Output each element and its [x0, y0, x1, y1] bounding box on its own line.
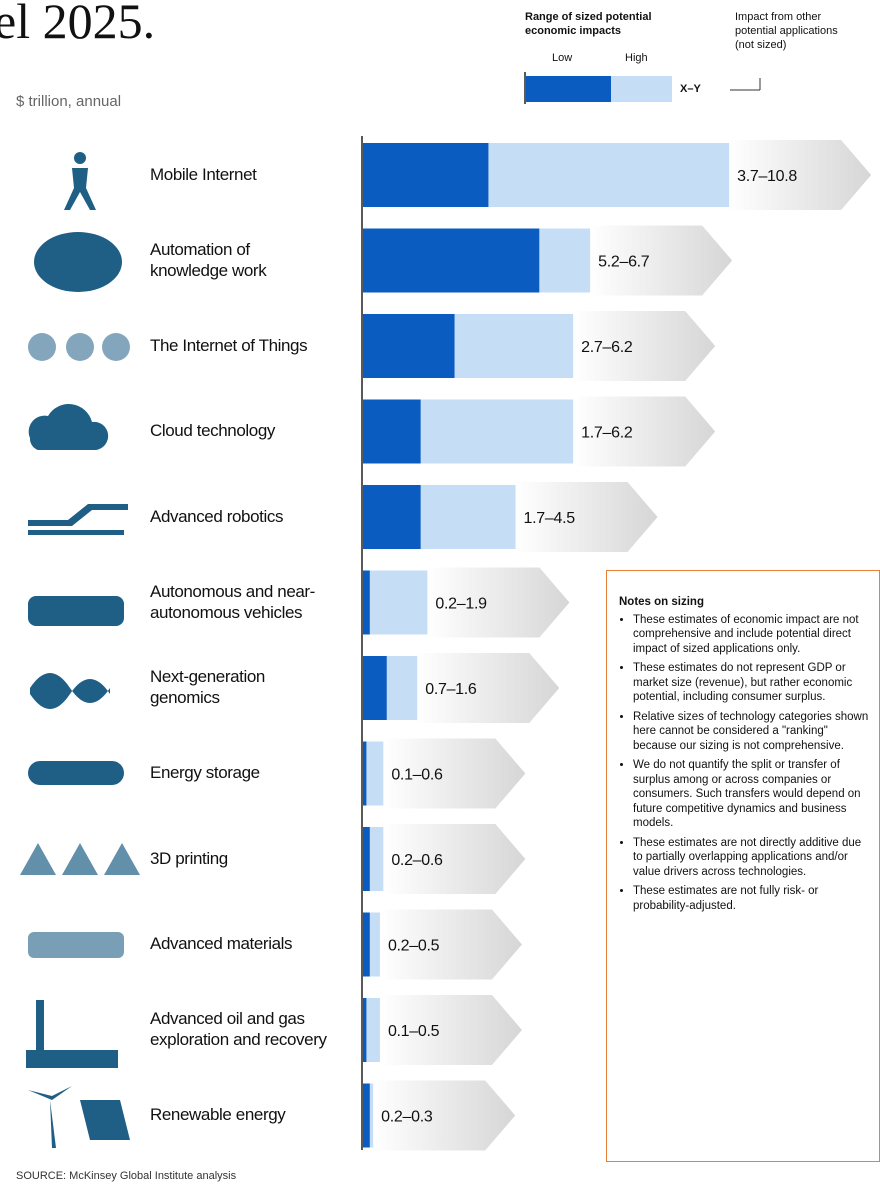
category-label: Cloud technology [150, 421, 275, 440]
value-label: 0.1–0.5 [388, 1023, 440, 1040]
category-label: Advanced materials [150, 934, 293, 953]
bar-high [363, 741, 384, 806]
category-label: The Internet of Things [150, 335, 308, 355]
value-label: 0.1–0.6 [391, 767, 443, 784]
category-label: Renewable energy [150, 1105, 286, 1124]
note-item: These estimates are not fully risk- or p… [633, 884, 871, 913]
notes-box: Notes on sizing These estimates of econo… [606, 570, 880, 1162]
note-item: We do not quantify the split or transfer… [633, 758, 871, 831]
icon [26, 1000, 118, 1068]
bar-high [363, 570, 428, 635]
value-label: 2.7–6.2 [581, 339, 633, 356]
arrow [379, 995, 522, 1065]
notes-title: Notes on sizing [619, 596, 704, 608]
page-title: el 2025. [0, 0, 156, 49]
arrow [590, 225, 733, 296]
icons [20, 152, 140, 1148]
bar-low [363, 656, 387, 720]
value-label: 0.2–0.6 [391, 852, 443, 869]
bar-low [363, 228, 540, 293]
value-label: 0.7–1.6 [425, 681, 477, 698]
arrow [573, 311, 716, 381]
notes-list: These estimates of economic impact are n… [619, 613, 871, 914]
legend-note: Impact from other potential applications… [735, 11, 838, 51]
icon [20, 843, 140, 875]
category-label: 3D printing [150, 848, 228, 868]
category-label: Energy storage [150, 763, 260, 782]
chart-subtitle: $ trillion, annual [16, 93, 122, 110]
bar-low [363, 827, 370, 891]
bar-low [363, 741, 367, 806]
legend-title: Range of sized potential economic impact… [525, 11, 652, 37]
legend-entry: Low [552, 52, 573, 64]
value-label: 0.2–0.3 [381, 1109, 433, 1126]
legend-entry: High [625, 52, 648, 64]
bar-low [363, 143, 489, 207]
category-label: Autonomous and near- autonomous vehicles [150, 581, 315, 622]
note-item: These estimates do not represent GDP or … [633, 661, 871, 705]
category-label: Advanced oil and gas exploration and rec… [150, 1009, 327, 1049]
arrow [383, 824, 526, 894]
category-label: Advanced robotics [150, 506, 284, 526]
value-label: 5.2–6.7 [598, 254, 650, 271]
icon [64, 168, 96, 210]
arrow [373, 1080, 516, 1151]
value-label: 1.7–6.2 [581, 425, 633, 442]
icon [28, 404, 109, 450]
arrow [417, 653, 560, 723]
icon [34, 232, 122, 292]
bar-low [363, 912, 370, 977]
legend-range-label: X–Y [680, 83, 701, 95]
value-label: 3.7–10.8 [737, 168, 797, 185]
note-item: These estimates of economic impact are n… [633, 613, 871, 657]
icon [28, 932, 124, 958]
legend-swatch [611, 76, 672, 102]
note-item: Relative sizes of technology categories … [633, 710, 871, 754]
value-label: 1.7–4.5 [524, 510, 576, 527]
icon [28, 333, 130, 361]
value-label: 0.2–1.9 [435, 596, 487, 613]
bar-low [363, 399, 421, 464]
arrow [383, 738, 526, 809]
category-label: Automation of knowledge work [150, 239, 267, 280]
category-label: Mobile Internet [150, 164, 257, 184]
icon [28, 761, 124, 785]
arrow [573, 396, 716, 467]
bar-low [363, 570, 370, 635]
arrow [379, 909, 522, 980]
icon [28, 1086, 130, 1148]
bar-high [363, 998, 380, 1062]
source: SOURCE: McKinsey Global Institute analys… [16, 1170, 237, 1182]
icon [28, 596, 124, 626]
icon [28, 504, 128, 535]
note-item: These estimates are not directly additiv… [633, 836, 871, 880]
category-label: Next-generation genomics [150, 667, 265, 707]
arrow [427, 567, 570, 638]
arrow [515, 482, 658, 552]
value-label: 0.2–0.5 [388, 938, 440, 955]
icon [74, 152, 86, 164]
arrow [729, 140, 872, 210]
icon [30, 673, 110, 709]
bar-low [363, 314, 455, 378]
legend-swatch [526, 76, 611, 102]
bar-low [363, 485, 421, 549]
bar-low [363, 998, 367, 1062]
bar-low [363, 1083, 370, 1148]
